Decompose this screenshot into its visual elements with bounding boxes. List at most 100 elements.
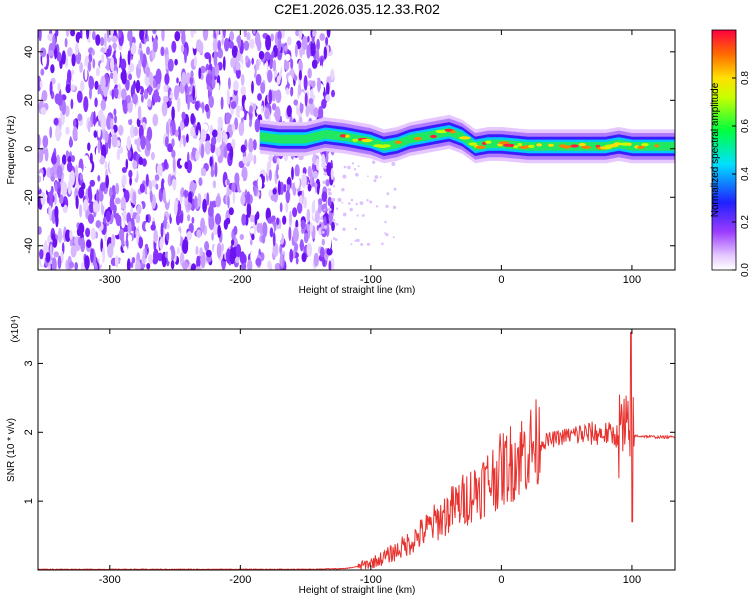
noise-speckle: [277, 61, 281, 73]
noise-speckle: [272, 59, 277, 72]
noise-speckle: [54, 192, 57, 206]
noise-speckle: [157, 95, 161, 103]
noise-speckle: [226, 178, 230, 186]
noise-speckle: [168, 89, 171, 96]
noise-speckle: [307, 35, 310, 43]
noise-speckle: [247, 151, 253, 163]
noise-speckle: [341, 201, 344, 204]
noise-speckle: [257, 93, 262, 101]
noise-speckle: [327, 196, 332, 207]
noise-speckle: [237, 200, 241, 216]
noise-speckle: [195, 245, 199, 256]
snr-x-ticks: -300 -200 -100 0 100: [99, 329, 641, 586]
noise-speckle: [110, 56, 115, 72]
noise-speckle: [60, 250, 64, 264]
noise-speckle: [249, 105, 253, 114]
noise-speckle: [100, 115, 107, 130]
noise-speckle: [323, 216, 327, 226]
x-tick-label: 0: [498, 274, 504, 286]
noise-speckle: [268, 89, 273, 105]
noise-speckle: [300, 219, 306, 230]
noise-speckle: [114, 212, 120, 221]
noise-speckle: [70, 84, 76, 91]
noise-speckle: [121, 167, 127, 173]
noise-speckle: [192, 85, 196, 101]
noise-speckle: [283, 183, 287, 193]
noise-speckle: [299, 101, 304, 114]
noise-speckle: [337, 197, 342, 202]
noise-speckle: [325, 36, 329, 46]
noise-speckle: [220, 96, 224, 110]
noise-speckle: [65, 150, 69, 158]
noise-speckle: [210, 168, 215, 178]
noise-speckle: [128, 73, 133, 81]
noise-speckle: [231, 182, 236, 193]
noise-speckle: [265, 34, 272, 51]
noise-speckle: [239, 234, 244, 240]
noise-speckle: [244, 98, 251, 112]
noise-speckle: [211, 78, 216, 89]
noise-speckle: [298, 30, 303, 40]
noise-speckle: [238, 121, 245, 136]
x-tick-label: 100: [623, 574, 641, 586]
noise-speckle: [67, 69, 72, 84]
noise-speckle: [92, 200, 99, 213]
noise-speckle: [227, 77, 231, 90]
noise-speckle: [211, 232, 214, 241]
x-tick-label: 0: [498, 574, 504, 586]
noise-speckle: [349, 207, 353, 212]
noise-speckle: [215, 147, 221, 157]
noise-speckle: [155, 125, 160, 133]
noise-speckle: [373, 179, 377, 183]
noise-speckle: [301, 35, 308, 51]
noise-speckle: [65, 84, 71, 94]
noise-speckle: [276, 75, 281, 85]
noise-speckle: [186, 133, 189, 143]
noise-speckle: [202, 30, 209, 41]
noise-speckle: [205, 249, 212, 258]
noise-speckle: [289, 248, 294, 263]
colorbar-label: Normalized spectral amplitude: [710, 82, 721, 217]
noise-speckle: [93, 46, 98, 61]
noise-speckle: [386, 192, 390, 196]
noise-speckle: [303, 232, 309, 244]
noise-speckle: [282, 215, 287, 225]
noise-speckle: [279, 202, 283, 213]
noise-speckle: [129, 176, 133, 186]
noise-speckle: [342, 227, 346, 231]
noise-speckle: [127, 234, 132, 243]
noise-speckle: [204, 241, 210, 252]
noise-speckle: [231, 167, 234, 180]
noise-speckle: [220, 71, 223, 85]
noise-speckle: [152, 78, 156, 89]
noise-speckle: [171, 178, 177, 189]
snr-x-label: Height of straight line (km): [299, 585, 416, 596]
noise-speckle: [236, 35, 241, 44]
noise-speckle: [55, 125, 62, 142]
noise-speckle: [209, 183, 213, 198]
noise-speckle: [120, 58, 127, 71]
noise-speckle: [281, 30, 285, 39]
noise-speckle: [212, 129, 218, 138]
noise-speckle: [307, 183, 312, 192]
noise-speckle: [215, 195, 221, 208]
noise-speckle: [356, 238, 360, 242]
noise-speckle: [182, 261, 189, 270]
noise-speckle: [51, 154, 57, 165]
noise-speckle: [188, 223, 194, 234]
noise-speckle: [249, 227, 255, 234]
noise-speckle: [142, 248, 146, 265]
noise-speckle: [221, 243, 224, 252]
noise-speckle: [254, 213, 258, 226]
noise-speckle: [150, 152, 155, 161]
noise-speckle: [49, 126, 53, 139]
noise-speckle: [264, 107, 270, 120]
noise-speckle: [189, 76, 194, 85]
noise-speckle: [139, 50, 144, 63]
noise-speckle: [190, 113, 195, 125]
noise-speckle: [181, 72, 187, 87]
noise-speckle: [111, 133, 118, 148]
noise-speckle: [294, 43, 298, 58]
noise-speckle: [136, 230, 139, 245]
noise-speckle: [40, 68, 45, 76]
